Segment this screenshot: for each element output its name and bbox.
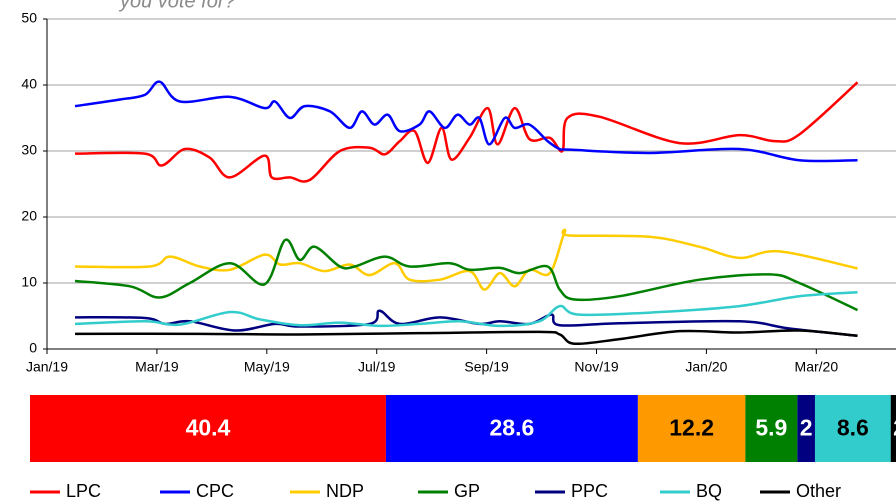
legend-label: Other [796,481,841,501]
segment-label: 8.6 [837,415,869,441]
segment-label: 2 [893,415,896,441]
x-tick-label: Jan/20 [685,359,727,375]
stack-segment [385,395,638,462]
legend-label: PPC [571,481,608,501]
segment-label: 2 [800,415,813,441]
y-tick-label: 40 [21,76,37,92]
chart-title: you vote for? [118,0,237,12]
legend-label: GP [454,481,480,501]
y-tick-label: 50 [21,10,37,26]
x-tick-label: Sep/19 [464,359,509,375]
series-line [75,81,859,183]
y-tick-label: 20 [21,208,37,224]
legend-label: BQ [696,481,722,501]
series-line [74,238,859,312]
legend-label: LPC [66,481,101,501]
stack-segment [890,395,896,462]
segment-label: 28.6 [490,415,535,441]
series-line [74,80,858,163]
x-tick-label: Jul/19 [358,359,396,375]
x-tick-label: Mar/19 [135,359,179,375]
series-line [75,329,858,346]
y-tick-label: 30 [21,142,37,158]
x-tick-label: Jan/19 [26,359,68,375]
stack-segment [814,395,891,462]
x-tick-label: Mar/20 [795,359,839,375]
stack-segment [745,395,798,462]
segment-label: 5.9 [755,415,787,441]
x-tick-label: Nov/19 [574,359,619,375]
stack-segment [797,395,815,462]
legend-label: NDP [326,481,364,501]
legend-label: CPC [196,481,234,501]
y-tick-label: 10 [21,274,37,290]
segment-label: 40.4 [186,415,231,441]
series-line [74,290,858,328]
y-tick-label: 0 [29,340,37,356]
stack-segment [637,395,746,462]
stack-segment [30,395,386,462]
segment-label: 12.2 [669,415,714,441]
x-tick-label: May/19 [244,359,290,375]
